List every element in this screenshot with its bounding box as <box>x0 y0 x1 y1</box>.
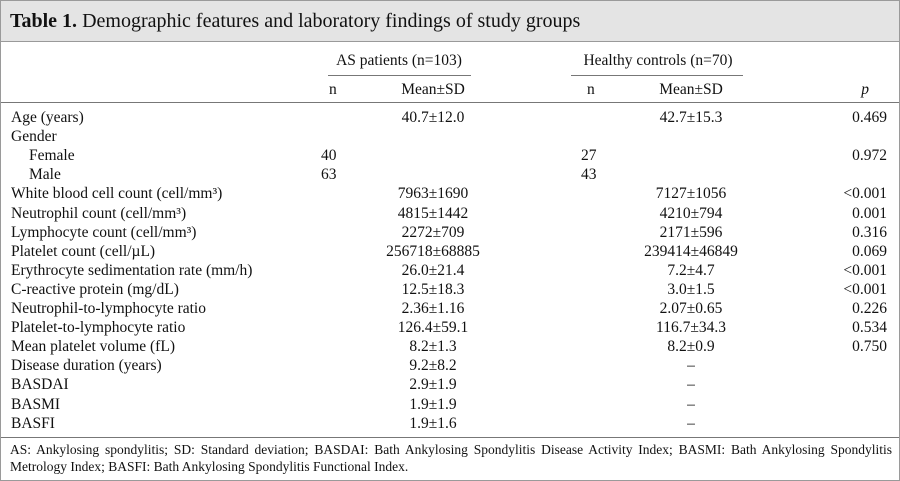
row-label: Lymphocyte count (cell/mm³) <box>11 223 197 241</box>
row-label: C-reactive protein (mg/dL) <box>11 280 179 298</box>
cell-as-mean: 2272±709 <box>401 223 465 241</box>
group-header: AS patients (n=103) <box>336 52 462 69</box>
cell-p: 0.469 <box>852 109 887 126</box>
cell-p: 0.534 <box>852 319 887 337</box>
column-header: n <box>329 81 337 98</box>
cell-as-n: 40 <box>321 147 337 165</box>
row-label: BASMI <box>11 395 61 413</box>
row-label: Female <box>29 147 75 165</box>
cell-as-mean: 126.4±59.1 <box>397 319 469 337</box>
cell-p: 0.226 <box>852 300 887 317</box>
row-label: Platelet count (cell/µL) <box>11 242 156 260</box>
cell-hc-mean: – <box>687 357 695 375</box>
group-rule <box>328 75 471 76</box>
cell-p: 0.972 <box>852 147 887 165</box>
title-bar: Table 1. Demographic features and labora… <box>1 1 899 42</box>
row-label: Erythrocyte sedimentation rate (mm/h) <box>11 261 253 279</box>
row-label: Neutrophil-to-lymphocyte ratio <box>11 300 206 317</box>
cell-p: 0.001 <box>852 204 887 222</box>
column-header: Mean±SD <box>401 81 465 98</box>
cell-as-mean: 2.36±1.16 <box>401 300 465 317</box>
row-label: Disease duration (years) <box>11 357 162 375</box>
table-caption: Demographic features and laboratory find… <box>82 10 581 32</box>
cell-hc-mean: – <box>687 395 695 413</box>
cell-as-mean: 12.5±18.3 <box>401 280 465 298</box>
row-label: Platelet-to-lymphocyte ratio <box>11 319 186 337</box>
bottom-rule <box>1 437 899 438</box>
cell-as-mean: 26.0±21.4 <box>401 261 465 279</box>
cell-p: 0.069 <box>852 242 887 260</box>
cell-hc-mean: 4210±794 <box>659 204 723 222</box>
cell-as-mean: 7963±1690 <box>397 185 469 203</box>
cell-hc-mean: – <box>687 376 695 394</box>
cell-as-mean: 4815±1442 <box>397 204 469 222</box>
row-label: Mean platelet volume (fL) <box>11 338 175 356</box>
cell-hc-mean: 2.07±0.65 <box>659 300 723 317</box>
row-label: White blood cell count (cell/mm³) <box>11 185 223 203</box>
row-label: Neutrophil count (cell/mm³) <box>11 204 187 222</box>
column-header: n <box>587 81 595 98</box>
table-note: AS: Ankylosing spondylitis; SD: Standard… <box>10 442 892 474</box>
cell-p: <0.001 <box>843 185 887 203</box>
cell-hc-mean: 7127±1056 <box>655 185 727 203</box>
column-header: Mean±SD <box>659 81 723 98</box>
cell-as-mean: 1.9±1.9 <box>409 395 457 413</box>
row-label: BASDAI <box>11 376 69 394</box>
cell-hc-mean: 8.2±0.9 <box>667 338 715 356</box>
cell-hc-mean: – <box>687 414 695 432</box>
header-rule <box>1 102 899 103</box>
cell-as-mean: 9.2±8.2 <box>409 357 457 375</box>
cell-hc-mean: 42.7±15.3 <box>659 109 723 126</box>
cell-hc-mean: 3.0±1.5 <box>667 280 715 298</box>
cell-hc-n: 43 <box>581 166 597 184</box>
column-header: p <box>861 81 869 98</box>
cell-as-mean: 40.7±12.0 <box>401 109 465 126</box>
cell-hc-mean: 2171±596 <box>659 223 723 241</box>
row-label: Age (years) <box>11 109 84 126</box>
cell-as-mean: 1.9±1.6 <box>409 414 457 432</box>
cell-as-n: 63 <box>321 166 337 184</box>
group-rule <box>571 75 743 76</box>
table-title: Table 1. Demographic features and labora… <box>10 10 580 33</box>
cell-p: 0.316 <box>852 223 887 241</box>
cell-hc-mean: 239414±46849 <box>644 242 738 260</box>
cell-hc-mean: 7.2±4.7 <box>667 261 715 279</box>
cell-as-mean: 256718±68885 <box>386 242 480 260</box>
cell-p: <0.001 <box>843 280 887 298</box>
table-number: Table 1. <box>10 10 78 32</box>
cell-hc-n: 27 <box>581 147 597 165</box>
cell-as-mean: 8.2±1.3 <box>409 338 457 356</box>
cell-hc-mean: 116.7±34.3 <box>656 319 726 337</box>
row-label: Gender <box>11 128 57 146</box>
group-header: Healthy controls (n=70) <box>583 52 733 69</box>
row-label: BASFI <box>11 414 55 432</box>
row-label: Male <box>29 166 61 184</box>
cell-p: 0.750 <box>852 338 887 356</box>
cell-as-mean: 2.9±1.9 <box>409 376 457 394</box>
cell-p: <0.001 <box>843 261 887 279</box>
